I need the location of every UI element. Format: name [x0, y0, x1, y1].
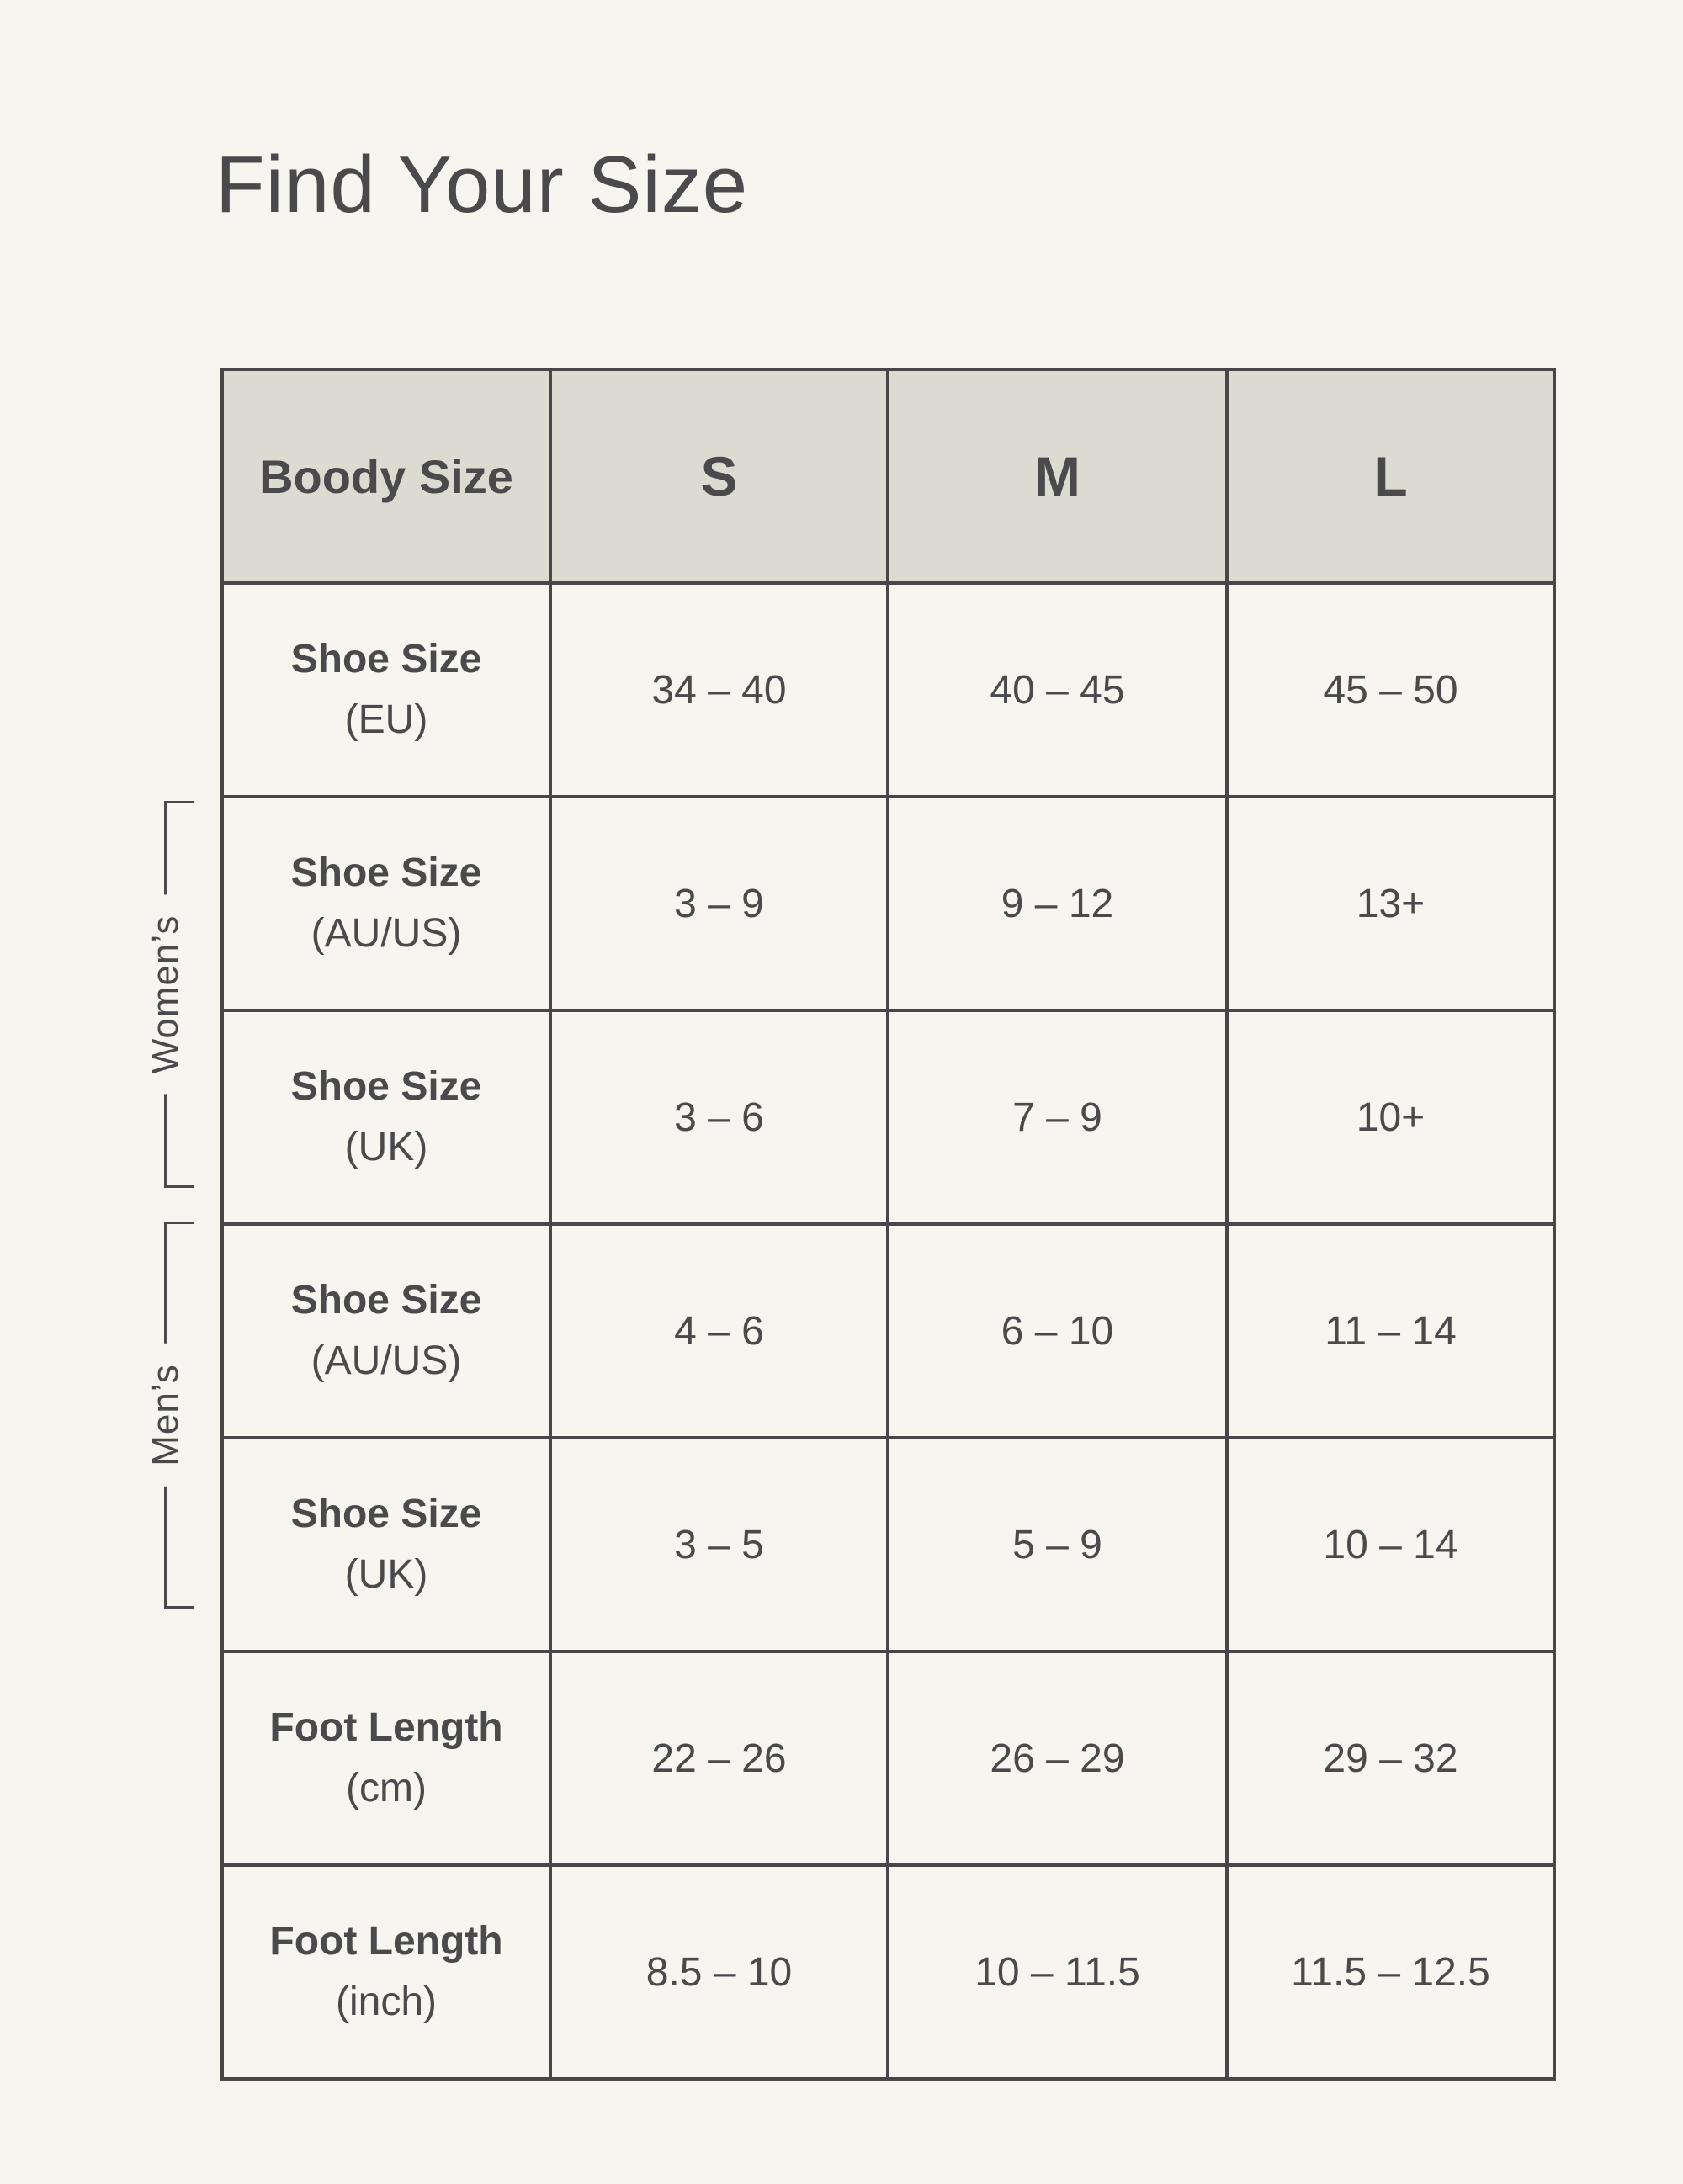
value-cell-s: 3 – 6	[549, 1009, 889, 1226]
row-label-sub: (UK)	[344, 1552, 428, 1597]
table-row-shoe-size-eu: Shoe Size (EU) 34 – 40 40 – 45 45 – 50	[220, 581, 1556, 798]
value-cell-l: 29 – 32	[1225, 1650, 1556, 1867]
value-cell-s: 34 – 40	[549, 581, 889, 798]
row-label-sub: (AU/US)	[311, 911, 462, 956]
table-row-womens-shoe-size-auus: Shoe Size (AU/US) 3 – 9 9 – 12 13+	[220, 795, 1556, 1012]
mens-group-bracket: Men’s	[145, 1222, 194, 1609]
table-body: Shoe Size (EU) 34 – 40 40 – 45 45 – 50 S…	[220, 581, 1556, 2081]
value-cell-m: 5 – 9	[886, 1436, 1229, 1653]
womens-group-bracket: Women’s	[145, 801, 194, 1188]
row-label-sub: (EU)	[344, 697, 428, 742]
row-label: Foot Length (inch)	[220, 1863, 552, 2081]
value-cell-m: 7 – 9	[886, 1009, 1229, 1226]
row-label-sub: (inch)	[335, 1980, 438, 2024]
row-label-sub: (AU/US)	[311, 1338, 462, 1383]
header-size-m: M	[886, 368, 1229, 585]
row-label: Shoe Size (EU)	[220, 581, 552, 798]
row-label-sub: (cm)	[346, 1766, 427, 1810]
page-title: Find Your Size	[215, 140, 749, 230]
value-cell-l: 10+	[1225, 1009, 1556, 1226]
table-row-mens-shoe-size-uk: Shoe Size (UK) 3 – 5 5 – 9 10 – 14	[220, 1436, 1556, 1653]
row-label: Shoe Size (AU/US)	[220, 795, 552, 1012]
value-cell-m: 10 – 11.5	[886, 1863, 1229, 2081]
value-cell-l: 10 – 14	[1225, 1436, 1556, 1653]
header-corner-cell: Boody Size	[220, 368, 552, 585]
value-cell-s: 22 – 26	[549, 1650, 889, 1867]
row-label-main: Foot Length	[269, 1919, 503, 1964]
row-label-main: Shoe Size	[290, 1064, 482, 1109]
header-row: Boody Size S M L	[220, 368, 1556, 585]
row-label: Foot Length (cm)	[220, 1650, 552, 1867]
row-label: Shoe Size (AU/US)	[220, 1222, 552, 1439]
value-cell-s: 3 – 5	[549, 1436, 889, 1653]
value-cell-m: 6 – 10	[886, 1222, 1229, 1439]
row-label-main: Shoe Size	[290, 637, 482, 681]
table-header: Boody Size S M L	[220, 368, 1556, 585]
value-cell-m: 26 – 29	[886, 1650, 1229, 1867]
row-label: Shoe Size (UK)	[220, 1009, 552, 1226]
value-cell-l: 11.5 – 12.5	[1225, 1863, 1556, 2081]
value-cell-s: 8.5 – 10	[549, 1863, 889, 2081]
table-row-womens-shoe-size-uk: Shoe Size (UK) 3 – 6 7 – 9 10+	[220, 1009, 1556, 1226]
row-label-main: Foot Length	[269, 1705, 503, 1750]
row-label-main: Shoe Size	[290, 851, 482, 895]
size-chart-table: Boody Size S M L Shoe Size (EU) 34 – 40 …	[220, 368, 1556, 2081]
value-cell-l: 11 – 14	[1225, 1222, 1556, 1439]
mens-group-label: Men’s	[145, 1344, 187, 1487]
table-row-mens-shoe-size-auus: Shoe Size (AU/US) 4 – 6 6 – 10 11 – 14	[220, 1222, 1556, 1439]
header-size-l: L	[1225, 368, 1556, 585]
row-label-sub: (UK)	[344, 1125, 428, 1169]
value-cell-m: 40 – 45	[886, 581, 1229, 798]
row-label-main: Shoe Size	[290, 1278, 482, 1323]
value-cell-s: 3 – 9	[549, 795, 889, 1012]
value-cell-s: 4 – 6	[549, 1222, 889, 1439]
value-cell-l: 13+	[1225, 795, 1556, 1012]
table-row-foot-length-cm: Foot Length (cm) 22 – 26 26 – 29 29 – 32	[220, 1650, 1556, 1867]
value-cell-m: 9 – 12	[886, 795, 1229, 1012]
womens-group-label: Women’s	[145, 894, 187, 1095]
value-cell-l: 45 – 50	[1225, 581, 1556, 798]
row-label-main: Shoe Size	[290, 1492, 482, 1536]
row-label: Shoe Size (UK)	[220, 1436, 552, 1653]
table-row-foot-length-inch: Foot Length (inch) 8.5 – 10 10 – 11.5 11…	[220, 1863, 1556, 2081]
header-size-s: S	[549, 368, 889, 585]
